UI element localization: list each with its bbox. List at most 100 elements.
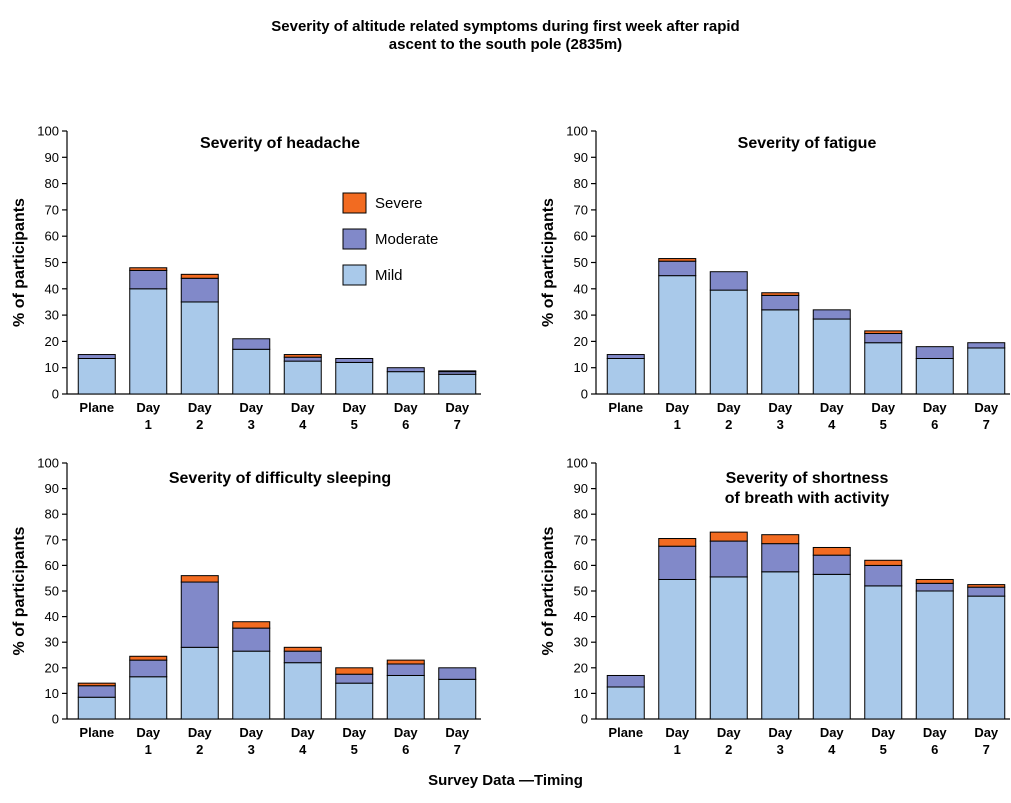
x-tick-label: 6 <box>402 742 409 757</box>
x-tick-label: Day <box>717 400 742 415</box>
bar-severe-3 <box>761 534 800 545</box>
bar-mild-0 <box>606 357 645 395</box>
bar-mild-4 <box>812 573 851 720</box>
x-tick-label: Day <box>871 725 896 740</box>
bar-mild-5 <box>864 342 903 395</box>
x-tick-label: Day <box>445 400 470 415</box>
x-tick-label: 7 <box>454 417 461 432</box>
x-tick-label: 2 <box>725 417 732 432</box>
bar-mild-5 <box>335 682 374 720</box>
x-tick-label: 1 <box>674 742 681 757</box>
legend-swatch-mild <box>342 264 367 286</box>
bar-mild-0 <box>77 357 116 395</box>
y-tick-label: 40 <box>574 281 588 296</box>
x-tick-label: 2 <box>196 742 203 757</box>
y-tick-label: 40 <box>45 281 59 296</box>
bar-severe-3 <box>232 621 271 629</box>
y-tick-label: 100 <box>566 456 588 471</box>
bar-mild-5 <box>335 361 374 395</box>
y-tick-label: 30 <box>574 635 588 650</box>
x-tick-label: 7 <box>983 742 990 757</box>
x-tick-label: 4 <box>828 742 836 757</box>
x-tick-label: Day <box>768 400 793 415</box>
bar-moderate-5 <box>864 564 903 587</box>
figure-title-line-1: Severity of altitude related symptoms du… <box>271 18 740 35</box>
x-tick-label: 1 <box>145 742 152 757</box>
x-tick-label: 5 <box>351 742 358 757</box>
x-tick-label: Day <box>445 725 470 740</box>
x-tick-label: Day <box>974 725 999 740</box>
x-tick-label: Day <box>136 725 161 740</box>
bar-mild-0 <box>606 686 645 720</box>
bar-moderate-7 <box>967 342 1006 349</box>
x-tick-label: 1 <box>674 417 681 432</box>
y-tick-label: 0 <box>581 712 588 727</box>
bar-mild-7 <box>967 347 1006 395</box>
y-tick-label: 80 <box>45 507 59 522</box>
x-tick-label: Plane <box>608 400 643 415</box>
figure-title-line-2: ascent to the south pole (2835m) <box>388 36 623 53</box>
y-tick-label: 20 <box>574 660 588 675</box>
bar-severe-1 <box>658 538 697 547</box>
x-tick-label: Day <box>871 400 896 415</box>
y-tick-label: 10 <box>45 360 59 375</box>
x-tick-label: 3 <box>248 417 255 432</box>
y-tick-label: 50 <box>574 584 588 599</box>
chart-panel-1: 0 10 20 30 40 50 60 70 80 90 100 % of participants S… <box>11 124 481 432</box>
bar-mild-4 <box>812 318 851 395</box>
bar-severe-2 <box>180 273 219 279</box>
bar-severe-7 <box>967 584 1006 588</box>
bar-moderate-2 <box>180 581 219 648</box>
x-tick-label: Day <box>136 400 161 415</box>
chart-panel-3: 0 10 20 30 40 50 60 70 80 90 100 % of participants S… <box>11 456 481 757</box>
y-tick-label: 100 <box>37 124 59 139</box>
x-tick-label: Day <box>394 400 419 415</box>
y-tick-label: 40 <box>574 609 588 624</box>
x-tick-label: Day <box>188 725 213 740</box>
bar-mild-6 <box>915 357 954 395</box>
y-tick-label: 50 <box>574 255 588 270</box>
bar-severe-7 <box>438 370 477 373</box>
bar-severe-4 <box>283 646 322 652</box>
bar-moderate-3 <box>761 294 800 311</box>
bar-severe-0 <box>77 682 116 687</box>
bar-mild-3 <box>761 571 800 720</box>
y-tick-label: 100 <box>566 124 588 139</box>
y-tick-label: 30 <box>45 635 59 650</box>
x-tick-label: 6 <box>931 742 938 757</box>
bar-moderate-3 <box>761 543 800 573</box>
x-tick-label: Day <box>974 400 999 415</box>
x-tick-label: 5 <box>880 742 887 757</box>
y-tick-label: 70 <box>574 532 588 547</box>
bar-moderate-6 <box>386 663 425 676</box>
x-tick-label: Day <box>820 400 845 415</box>
bar-moderate-0 <box>77 685 116 698</box>
bar-mild-5 <box>864 585 903 720</box>
bar-moderate-1 <box>658 545 697 580</box>
chart-title: of breath with activity <box>725 490 890 507</box>
bar-moderate-0 <box>77 354 116 359</box>
bar-moderate-3 <box>232 338 271 350</box>
y-tick-label: 10 <box>45 686 59 701</box>
bar-mild-1 <box>658 578 697 720</box>
chart-title: Severity of fatigue <box>738 135 877 152</box>
y-axis-label: % of participants <box>11 526 28 655</box>
y-axis-label: % of participants <box>540 198 557 327</box>
bar-mild-0 <box>77 696 116 720</box>
y-tick-label: 70 <box>45 532 59 547</box>
x-tick-label: Day <box>291 400 316 415</box>
x-tick-label: 6 <box>402 417 409 432</box>
chart-title: Severity of shortness <box>726 470 889 487</box>
bar-mild-2 <box>180 646 219 720</box>
y-tick-label: 90 <box>574 150 588 165</box>
bar-moderate-1 <box>129 269 168 290</box>
legend: Severe Moderate Mild <box>342 192 438 286</box>
x-tick-label: Plane <box>79 725 114 740</box>
y-tick-label: 80 <box>574 507 588 522</box>
x-tick-label: 7 <box>454 742 461 757</box>
legend-swatch-moderate <box>342 228 367 250</box>
y-tick-label: 20 <box>45 660 59 675</box>
y-tick-label: 0 <box>52 712 59 727</box>
x-tick-label: 2 <box>196 417 203 432</box>
